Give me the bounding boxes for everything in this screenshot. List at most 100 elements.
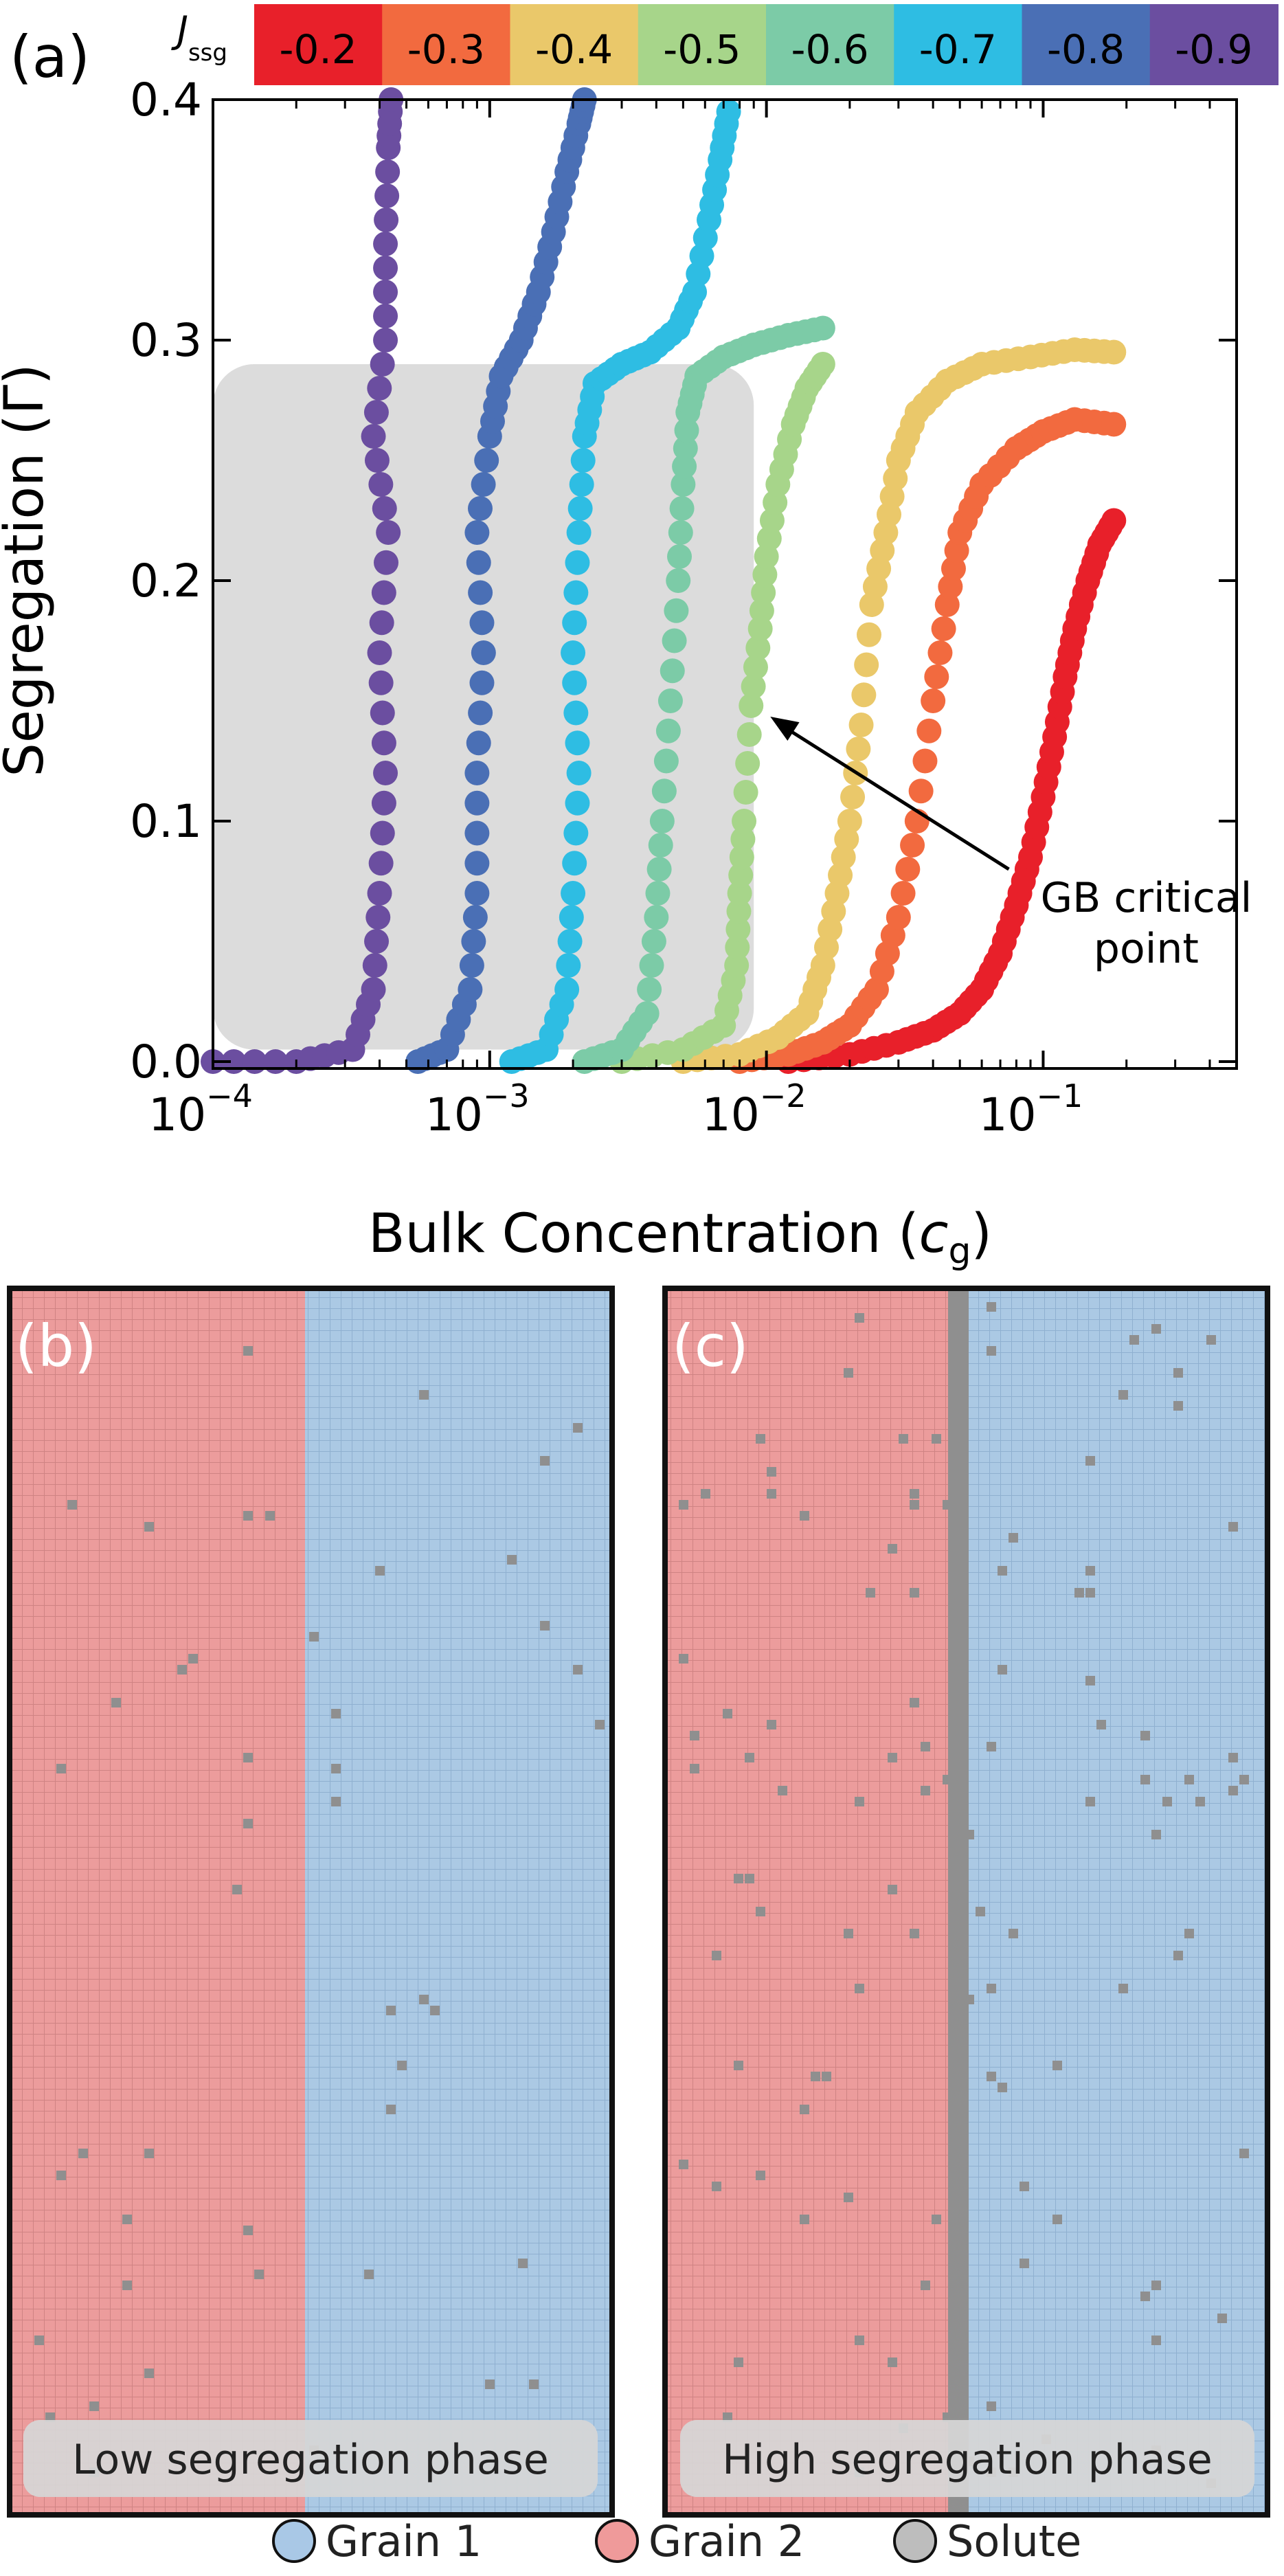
series-0-point [1101, 508, 1127, 533]
solute-site [595, 1720, 605, 1729]
solute-site [331, 1709, 341, 1718]
solute-site [855, 1984, 864, 1993]
solute-site [888, 1885, 897, 1894]
solute-site [397, 2061, 407, 2070]
colorbar-label-1: -0.3 [407, 26, 485, 73]
solute-site [144, 2368, 154, 2378]
panel-b-frame [7, 1286, 615, 2518]
solute-site [67, 1500, 77, 1510]
legend-label-0: Grain 1 [326, 2516, 482, 2566]
series-6-point [471, 472, 496, 497]
series-4-point [651, 779, 677, 804]
legend-label-2: Solute [947, 2516, 1081, 2566]
solute-site [1162, 1797, 1172, 1806]
series-2-point [1101, 339, 1127, 365]
annotation-line-1: GB critical [1041, 874, 1252, 922]
solute-site [386, 2006, 396, 2015]
solute-site [767, 1720, 776, 1729]
series-5-point [566, 520, 592, 545]
solute-site [712, 2182, 721, 2191]
colorbar-swatch-3 [638, 4, 767, 85]
solute-site [712, 1951, 721, 1960]
series-7-point [373, 232, 398, 256]
series-7-point [374, 183, 400, 208]
series-3-point [726, 899, 752, 924]
colorbar-label-7: -0.9 [1175, 26, 1252, 73]
series-6-point [467, 496, 493, 521]
series-4-point [669, 496, 695, 521]
series-7-point [373, 328, 398, 352]
series-4-point [645, 881, 671, 906]
series-3-point [728, 862, 754, 888]
series-6-point [466, 550, 491, 575]
series-2-point [848, 713, 874, 737]
series-3-point [736, 722, 762, 747]
series-3-point [749, 598, 774, 623]
solute-site [243, 1346, 253, 1356]
solute-site [309, 1632, 319, 1642]
solute-site [1129, 1335, 1139, 1345]
colorbar-swatch-6 [1022, 4, 1151, 85]
solute-site [56, 1764, 66, 1773]
colorbar-swatch-5 [894, 4, 1023, 85]
series-1-point [895, 857, 921, 882]
series-5-point [562, 851, 587, 876]
series-4-point [637, 977, 662, 1002]
panel-c-grain-1 [966, 1288, 1268, 2515]
y-tick-label-3: 0.3 [130, 314, 202, 367]
series-7-point [371, 790, 396, 816]
colorbar: -0.2 -0.3 -0.4 -0.5 -0.6 -0.7 -0.8 -0.9 [254, 4, 1279, 85]
series-3-point [732, 809, 757, 833]
series-1-point [900, 833, 925, 858]
series-6-point [464, 851, 490, 876]
solute-site [767, 1467, 776, 1477]
series-6 [405, 87, 597, 1074]
solute-site [34, 2336, 44, 2345]
solute-site [679, 1654, 688, 1664]
solute-site [910, 1929, 919, 1938]
series-1-point [912, 748, 938, 774]
solute-site [855, 2336, 864, 2345]
solute-site [518, 2259, 528, 2268]
solute-site [331, 1764, 341, 1773]
plot-frame [212, 98, 1238, 1070]
solute-site [910, 1698, 919, 1707]
series-5-point [561, 640, 586, 665]
series-7-point [361, 424, 386, 449]
solute-site [1228, 1786, 1238, 1795]
x-tick-label-0: 10−4 [148, 1077, 253, 1141]
solute-site [1228, 1522, 1238, 1532]
series-5-point [563, 580, 589, 605]
legend-label-1: Grain 2 [649, 2516, 804, 2566]
series-2-point [837, 809, 862, 833]
solute-site [540, 1456, 550, 1466]
series-7-point [376, 520, 401, 545]
series-1-point [886, 905, 911, 930]
solute-site [243, 2226, 253, 2235]
colorbar-swatch-0 [254, 4, 383, 85]
series-7-point [363, 400, 389, 425]
solute-site [177, 1665, 187, 1675]
solute-site [844, 1929, 853, 1938]
solute-site [734, 2061, 743, 2070]
series-7-point [370, 820, 395, 846]
solute-site [943, 2412, 952, 2422]
series-1-point [1101, 412, 1127, 437]
series-1-point [890, 881, 916, 906]
solute-site [419, 1390, 429, 1400]
series-4-point [666, 568, 691, 593]
series-4-point [664, 598, 689, 623]
colorbar-swatch-4 [766, 4, 895, 85]
series-7-point [373, 280, 398, 304]
series-6-point [464, 881, 490, 906]
series-3-point [810, 352, 835, 377]
series-7-point [369, 610, 394, 636]
solute-site [800, 2215, 809, 2224]
panel-c-lattice: (c) High segregation phase [662, 1286, 1270, 2518]
legend-swatch-1 [595, 2519, 639, 2563]
panel-c-frame [662, 1286, 1270, 2518]
series-7-point [368, 472, 394, 497]
solute-site [844, 1368, 853, 1378]
series-1 [727, 407, 1127, 1074]
